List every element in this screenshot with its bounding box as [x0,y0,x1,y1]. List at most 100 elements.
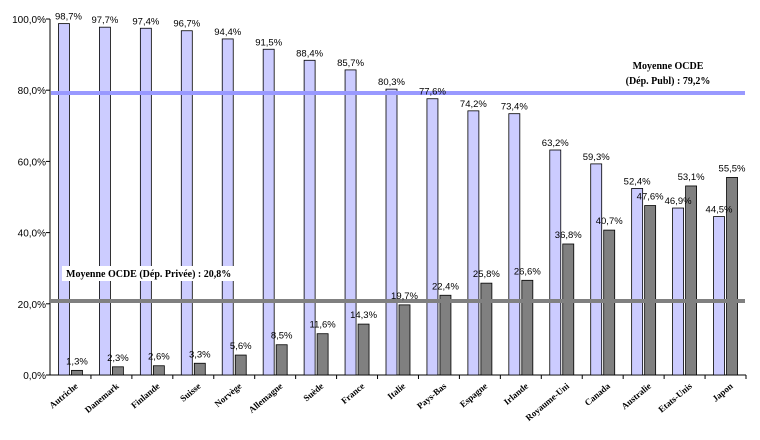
data-label-private: 36,8% [555,230,582,241]
y-tick-label: 0,0% [23,371,46,382]
bar-private [234,354,247,376]
bar-public [467,110,480,376]
y-tick-labels: 0,0% 20,0% 40,0% 60,0% 80,0% 100,0% [12,15,46,382]
data-label-private: 8,5% [271,331,293,342]
bar-private [480,282,493,376]
bar-private [521,279,534,376]
data-label-public: 59,3% [583,152,610,163]
axes [46,18,747,379]
category-label: Suède [301,381,325,403]
data-label-public: 96,7% [173,19,200,30]
data-label-public: 97,7% [91,15,118,26]
data-label-private: 3,3% [189,349,211,360]
data-label-public: 94,4% [214,27,241,38]
reference-label-public: Moyenne OCDE [633,61,704,72]
bar-private [398,304,411,376]
category-label: Allemagne [247,381,285,415]
bar-private [357,323,370,376]
bar-public [303,59,316,376]
bar-private [152,365,165,376]
reference-label-private: Moyenne OCDE (Dép. Privée) : 20,8% [66,269,231,280]
bar-public [180,30,193,376]
data-labels: 98,7% 1,3% 97,7% 2,3% 97,4% 2,6% 96,7% 3,3% 94,4… [55,12,746,368]
bar-public [221,38,234,376]
bar-public [508,113,521,376]
bar-private [193,362,206,376]
data-label-private: 2,6% [148,352,170,363]
data-label-public: 80,3% [378,77,405,88]
bar-private [275,344,288,376]
data-label-public: 98,7% [55,12,82,23]
category-label: Suisse [178,381,202,404]
data-label-public: 91,5% [255,37,282,48]
bar-public [385,88,398,376]
bar-public [672,207,684,376]
y-tick-label: 20,0% [18,300,46,311]
bar-public [631,188,644,376]
data-label-private: 19,7% [391,291,418,302]
bar-public [262,48,275,376]
y-tick-label: 40,0% [18,229,46,240]
category-label: France [339,381,366,406]
data-label-private: 53,1% [678,172,705,183]
data-label-public: 88,4% [296,48,323,59]
bar-private [644,205,657,376]
data-label-private: 22,4% [432,281,459,292]
data-label-public: 63,2% [542,138,569,149]
bar-private [562,243,575,376]
bar-public [590,163,603,376]
data-label-public: 46,9% [665,196,692,207]
bar-private [439,294,452,376]
bar-public [58,23,70,376]
category-label: Australie [619,381,653,411]
bar-private [726,177,738,376]
category-label: Danemark [83,381,121,415]
category-label: Autriche [47,381,79,411]
category-label: Espagne [458,381,489,410]
bar-private [71,369,83,376]
category-label: Norvège [213,381,244,409]
data-label-private: 1,3% [66,356,88,367]
data-label-public: 52,4% [624,176,651,187]
reference-label-public: (Dép. Publ) : 79,2% [626,76,711,87]
category-label: Irlande [502,381,530,407]
category-label: Etats-Unis [656,381,694,415]
reference-lines: Moyenne OCDE (Dép. Publ) : 79,2% Moyenne O… [51,61,745,303]
bar-private [685,185,697,376]
data-label-public: 74,2% [460,99,487,110]
data-label-private: 47,6% [637,192,664,203]
data-label-private: 2,3% [107,353,129,364]
data-label-public: 97,4% [132,16,159,27]
y-tick-label: 60,0% [18,157,46,168]
data-label-public: 44,5% [706,205,733,216]
data-label-public: 73,4% [501,102,528,113]
data-label-private: 25,8% [473,269,500,280]
bar-public [99,26,111,376]
data-label-private: 40,7% [596,216,623,227]
category-label: Canada [583,381,613,408]
bar-public [139,27,152,376]
bar-public [344,69,357,376]
category-label: Finlande [129,381,161,411]
data-label-private: 14,3% [350,310,377,321]
data-label-private: 5,6% [230,341,252,352]
bar-public [713,216,725,376]
bar-private [112,366,124,376]
reference-label-background [62,266,254,281]
y-tick-label: 100,0% [12,15,46,26]
data-label-public: 85,7% [337,58,364,69]
y-tick-label: 80,0% [18,86,46,97]
data-label-private: 55,5% [719,163,746,174]
category-label: Pays-Bas [415,381,449,411]
data-label-private: 26,6% [514,266,541,277]
category-labels: Autriche Danemark Finlande Suisse Norvège All… [47,381,735,423]
category-label: Royaume-Uni [524,381,572,423]
bar-private [316,333,329,376]
bar-public [426,98,439,376]
category-label: Italie [386,381,408,402]
bar-public [549,149,562,376]
category-label: Japon [710,381,734,404]
data-label-public: 77,6% [419,87,446,98]
data-label-private: 11,6% [310,320,337,331]
